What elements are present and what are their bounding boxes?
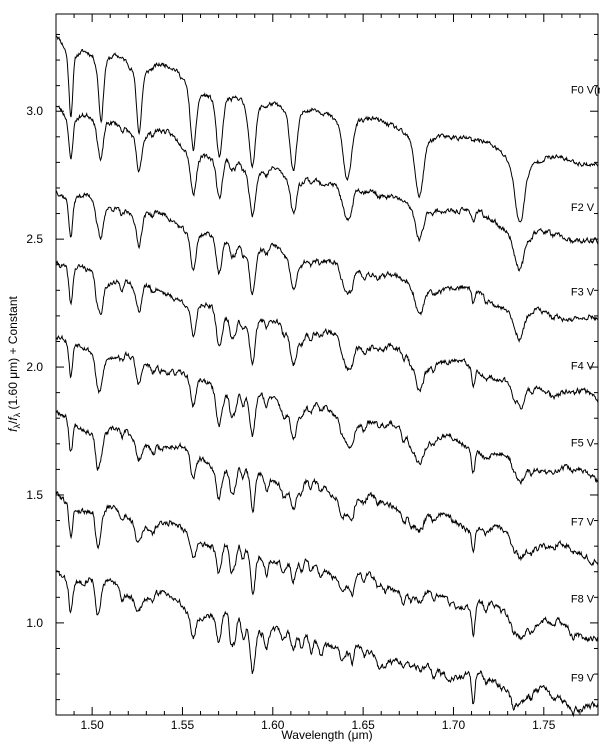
series-label: F7 V: [571, 517, 595, 529]
x-tick-label: 1.65: [351, 718, 375, 732]
y-label-flux-2: f: [6, 416, 20, 421]
x-tick-label: 1.55: [171, 718, 195, 732]
spectrum-line: [55, 409, 599, 566]
y-label-slash: /: [6, 420, 20, 424]
series-label: F3 V: [571, 286, 595, 298]
spectrum-line: [55, 190, 599, 343]
series-label: F8 V: [571, 593, 595, 605]
series-label: F4 V: [571, 361, 595, 373]
y-tick-label: 2.0: [26, 360, 43, 374]
y-label-rest: (1.60 μm) + Constant: [6, 296, 20, 413]
spectrum-line: [55, 35, 599, 223]
x-tick-label: 1.60: [261, 718, 285, 732]
y-tick-label: 1.0: [26, 616, 43, 630]
series-label: F5 V: [571, 437, 595, 449]
x-tick-label: 1.70: [442, 718, 466, 732]
y-tick-label: 2.5: [26, 232, 43, 246]
y-tick-label: 1.5: [26, 488, 43, 502]
y-axis-label: fλ/fλ (1.60 μm) + Constant: [6, 296, 22, 432]
series-labels: F0 V(n) F2 V F3 V F4 V F5 V F7 V F8 V F9 V: [571, 84, 600, 684]
spectrum-line: [55, 490, 599, 643]
spectrum-line: [55, 260, 599, 410]
x-tick-label: 1.75: [532, 718, 556, 732]
spectrum-line: [55, 334, 599, 486]
y-tick-label: 3.0: [26, 104, 43, 118]
spectrum-line: [55, 570, 599, 718]
spectrum-line: [55, 105, 599, 272]
x-axis-label: Wavelength (μm): [281, 728, 372, 742]
spectra-group: [55, 35, 599, 718]
series-label: F0 V(n): [571, 84, 600, 96]
series-label: F2 V: [571, 202, 595, 214]
y-label-flux-1: f: [6, 427, 20, 432]
x-tick-label: 1.50: [80, 718, 104, 732]
series-label: F9 V: [571, 673, 595, 685]
y-label-sub-1: λ: [12, 423, 22, 428]
axis-ticks: 1.50 1.55 1.60 1.65 1.70 1.75 1.0 1.5 2.0 2.5 3.0: [26, 14, 599, 732]
y-label-sub-2: λ: [12, 412, 22, 417]
